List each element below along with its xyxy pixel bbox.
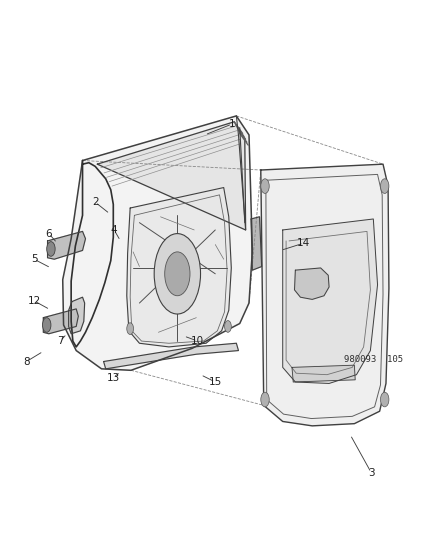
Polygon shape <box>63 116 252 370</box>
Polygon shape <box>282 219 377 383</box>
Polygon shape <box>47 231 85 259</box>
Text: 6: 6 <box>46 229 52 239</box>
Text: 12: 12 <box>28 296 41 306</box>
Polygon shape <box>127 188 231 347</box>
Polygon shape <box>251 217 261 270</box>
Text: 4: 4 <box>110 225 117 235</box>
Circle shape <box>154 233 200 314</box>
Polygon shape <box>97 122 245 230</box>
Polygon shape <box>294 268 328 300</box>
Circle shape <box>380 392 388 407</box>
Polygon shape <box>68 297 85 334</box>
Text: 7: 7 <box>57 336 64 346</box>
Text: 14: 14 <box>297 238 310 248</box>
Circle shape <box>260 179 268 193</box>
Text: 3: 3 <box>367 467 374 478</box>
Circle shape <box>164 252 190 296</box>
Polygon shape <box>43 309 78 334</box>
Text: 13: 13 <box>106 373 120 383</box>
Text: 2: 2 <box>92 197 98 207</box>
Polygon shape <box>260 164 388 426</box>
Circle shape <box>380 179 388 193</box>
Polygon shape <box>291 365 354 382</box>
Circle shape <box>46 241 55 256</box>
Text: 5: 5 <box>31 254 37 264</box>
Text: 8: 8 <box>23 357 30 367</box>
Circle shape <box>260 392 268 407</box>
Circle shape <box>127 323 133 335</box>
Text: 10: 10 <box>191 336 204 346</box>
Circle shape <box>224 320 231 332</box>
Text: 980093  105: 980093 105 <box>343 355 402 364</box>
Circle shape <box>42 318 51 332</box>
Text: 1: 1 <box>228 119 235 129</box>
Polygon shape <box>103 343 238 369</box>
Text: 15: 15 <box>208 377 221 387</box>
